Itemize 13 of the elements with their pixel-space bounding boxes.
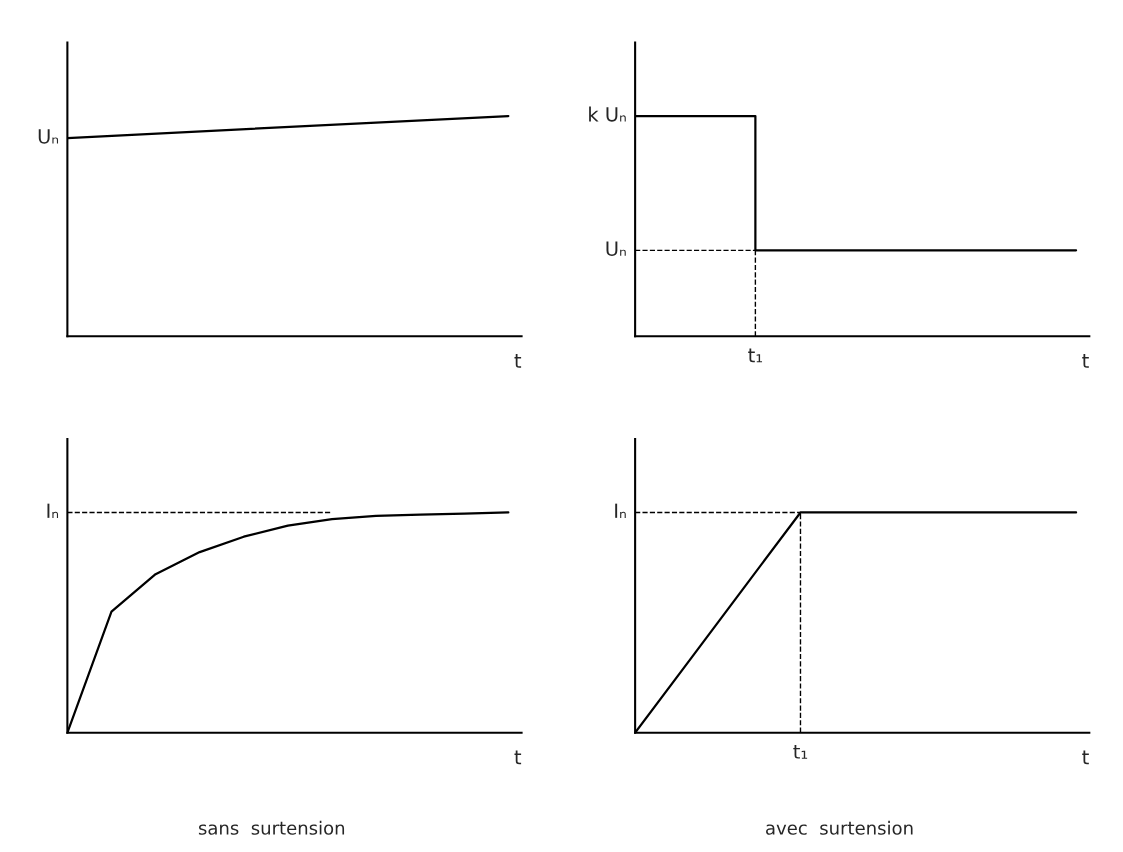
annotation: Uₙ [606, 241, 626, 257]
text: t₁ [793, 744, 808, 759]
x-axis-title: t [1082, 750, 1089, 765]
text: sans surtension [198, 820, 345, 835]
annotation: Uₙ [38, 129, 59, 144]
text: t₁ [748, 348, 763, 363]
x-axis-title: t [1082, 354, 1089, 368]
x-axis-title: t [514, 354, 522, 368]
text: Iₙ [47, 503, 59, 518]
annotation: k Uₙ [589, 106, 626, 122]
text: avec surtension [766, 820, 913, 835]
text: Iₙ [615, 503, 626, 518]
x-axis-title: t [514, 750, 522, 765]
